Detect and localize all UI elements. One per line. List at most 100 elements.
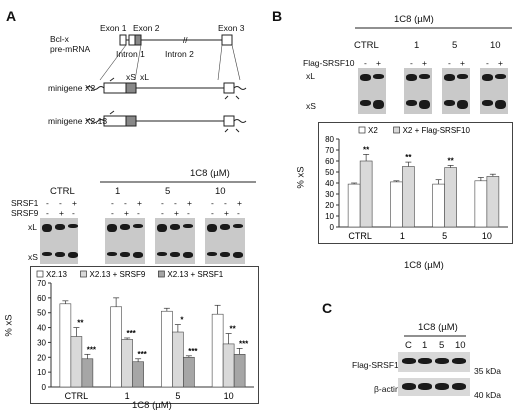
- y-tick-label: 80: [325, 135, 334, 144]
- srsf9-sign: -: [46, 208, 49, 218]
- panel-b-gel-group-label: 10: [490, 40, 501, 51]
- xs-band: [120, 252, 130, 257]
- panel-b-gel-group-label: 1: [414, 40, 420, 51]
- flag-srsf10-sign: +: [376, 58, 381, 68]
- legend-swatch: [393, 126, 400, 134]
- xs-band: [220, 252, 230, 257]
- significance-mark: **: [230, 325, 237, 334]
- srsf1-sign: -: [224, 198, 227, 208]
- panel-a-gel-group-label: 10: [215, 186, 226, 197]
- panel-b-letter: B: [272, 8, 283, 24]
- xs-band: [444, 100, 455, 106]
- y-tick-label: 70: [325, 146, 334, 155]
- xl-band: [360, 74, 371, 81]
- legend-swatch: [358, 126, 366, 134]
- srsf9-sign: -: [137, 208, 140, 218]
- legend-label: X2.13 + SRSF9: [90, 270, 146, 279]
- x-tick-label: 5: [175, 391, 180, 401]
- y-tick-label: 10: [325, 212, 334, 221]
- bar: [81, 358, 94, 388]
- y-tick-label: 10: [37, 368, 46, 377]
- row-label-srsf9: SRSF9: [11, 208, 39, 218]
- xs-band: [107, 252, 117, 256]
- xs-band: [157, 252, 167, 256]
- srsf9-sign: +: [224, 208, 229, 218]
- flag-srsf10-sign: -: [448, 58, 451, 68]
- y-tick-label: 30: [37, 338, 46, 347]
- panel-a-gel-group-label: 5: [165, 186, 171, 197]
- xl-band: [220, 224, 230, 230]
- xs-band: [495, 100, 506, 109]
- xl-band: [373, 74, 384, 79]
- band-label-xs-b: xS: [306, 101, 316, 111]
- xl-band: [482, 74, 493, 81]
- y-tick-label: 70: [37, 279, 46, 288]
- srsf9-sign: -: [161, 208, 164, 218]
- exon2-label: Exon 2: [133, 23, 160, 33]
- y-tick-label: 50: [37, 309, 46, 318]
- y-tick-label: 60: [37, 294, 46, 303]
- gene-label-bclx: Bcl-x: [50, 34, 69, 44]
- svg-text://: //: [183, 36, 188, 45]
- legend-swatch: [36, 270, 44, 278]
- marker-35kda: 35 kDa: [474, 366, 501, 376]
- panel-a-gel-strip: [105, 218, 145, 264]
- xl-band: [457, 74, 468, 79]
- xl-band: [107, 224, 117, 232]
- panel-a-dose-header: 1C8 (µM): [190, 168, 230, 179]
- panel-a-gel-group-label: CTRL: [50, 186, 75, 197]
- significance-mark: **: [448, 156, 455, 165]
- srsf9-sign: -: [72, 208, 75, 218]
- panel-a-gel-strip: [205, 218, 245, 264]
- minigene-x2-label: minigene X2: [48, 83, 96, 93]
- minigene-x213-label: minigene X2.13: [48, 116, 108, 126]
- panel-a-gel-group-label: 1: [115, 186, 121, 197]
- panel-c-letter: C: [322, 300, 333, 316]
- panel-b-gel-group-label: CTRL: [354, 40, 379, 51]
- wb-row-beta-actin: β-actin: [374, 384, 400, 394]
- flag-srsf10-sign: -: [364, 58, 367, 68]
- band-label-xs-a: xS: [28, 252, 38, 262]
- xl-band: [495, 74, 506, 79]
- xs-band: [207, 252, 217, 256]
- row-label-flag-srsf10: Flag-SRSF10: [303, 58, 355, 68]
- xs-band: [170, 252, 180, 257]
- bar: [132, 361, 144, 388]
- xs-band: [233, 252, 243, 258]
- legend-swatch: [80, 270, 87, 278]
- panel-b-gel-strip: [404, 68, 432, 114]
- panel-a-letter: A: [6, 8, 17, 24]
- srsf1-sign: -: [161, 198, 164, 208]
- wb-flag-srsf10-blot: [398, 352, 470, 372]
- xl-band: [444, 74, 455, 81]
- flag-srsf10-sign: -: [410, 58, 413, 68]
- wb-lane-label: 10: [455, 340, 466, 351]
- significance-mark: *: [180, 316, 184, 325]
- significance-mark: ***: [239, 339, 249, 348]
- srsf1-sign: -: [111, 198, 114, 208]
- row-label-srsf1: SRSF1: [11, 198, 39, 208]
- flag-srsf10-sign: +: [422, 58, 427, 68]
- exon3-box: [221, 34, 233, 46]
- panel-a-gel-strip: [155, 218, 195, 264]
- srsf9-sign: +: [174, 208, 179, 218]
- significance-mark: ***: [126, 329, 136, 338]
- bar: [183, 356, 195, 388]
- panel-b-dose-header: 1C8 (µM): [394, 14, 434, 25]
- legend-label: X2 + Flag-SRSF10: [403, 126, 471, 135]
- xl-band: [406, 74, 417, 81]
- panel-b-gel-strip: [480, 68, 508, 114]
- bar: [233, 354, 246, 388]
- flag-srsf10-sign: -: [486, 58, 489, 68]
- xs-band: [406, 100, 417, 106]
- xs-band: [482, 100, 493, 106]
- significance-mark: ***: [188, 347, 198, 356]
- xl-site-label: xL: [140, 72, 149, 82]
- panel-a-xlabel: 1C8 (µM): [132, 400, 172, 411]
- wb-row-flag-srsf10: Flag-SRSF10: [352, 360, 404, 370]
- legend-label: X2.13: [46, 270, 67, 279]
- xl-band: [170, 224, 180, 230]
- exon3-label: Exon 3: [218, 23, 245, 33]
- intron2-label: Intron 2: [165, 49, 194, 59]
- x-tick-label: 5: [442, 231, 447, 241]
